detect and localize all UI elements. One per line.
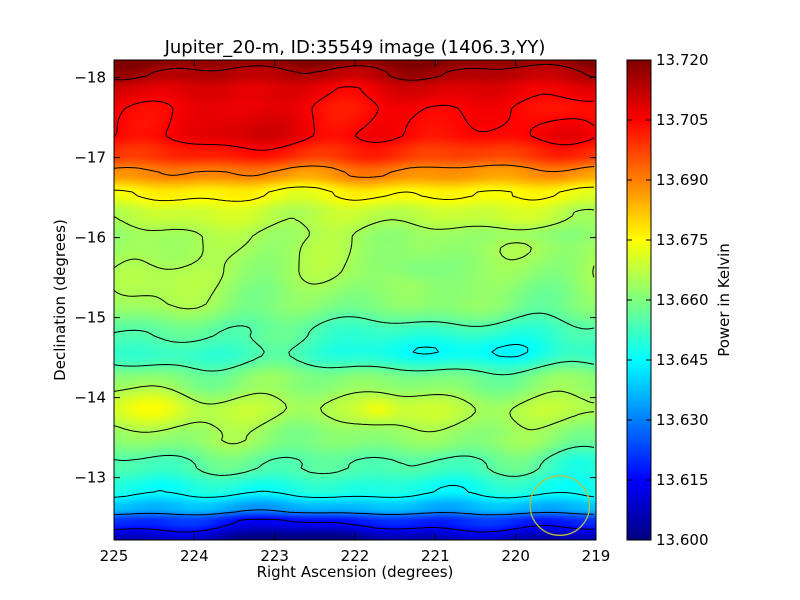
colorbar-tick-label: 13.720 xyxy=(656,51,709,69)
y-tick-label: −18 xyxy=(74,69,106,87)
x-axis-ticks: 225 224 223 222 221 220 219 xyxy=(100,60,611,565)
y-tick-label: −13 xyxy=(74,469,106,487)
x-tick-label: 223 xyxy=(260,547,289,565)
contour-line xyxy=(114,164,595,178)
colorbar-label: Power in Kelvin xyxy=(715,243,733,357)
chart-title: Jupiter_20-m, ID:35549 image (1406.3,YY) xyxy=(164,37,546,58)
y-tick-label: −16 xyxy=(74,229,106,247)
contour-lines xyxy=(114,63,595,533)
contour-line xyxy=(114,186,595,202)
contour-line xyxy=(114,518,594,533)
y-tick-label: −14 xyxy=(74,389,106,407)
colorbar-ticks: 13.600 13.615 13.630 13.645 13.660 13.675 13.6… xyxy=(627,51,709,549)
x-tick-label: 224 xyxy=(180,547,209,565)
y-axis-label: Declination (degrees) xyxy=(51,219,69,381)
colorbar-tick-label: 13.615 xyxy=(656,471,709,489)
contour-line xyxy=(114,86,595,151)
colorbar-tick-label: 13.645 xyxy=(656,351,709,369)
heatmap-image xyxy=(114,60,596,540)
x-tick-label: 220 xyxy=(501,547,530,565)
y-tick-label: −17 xyxy=(74,149,106,167)
contour-line xyxy=(114,509,595,516)
contour-line xyxy=(114,344,595,499)
colorbar-tick-label: 13.600 xyxy=(656,531,709,549)
x-tick-label: 221 xyxy=(421,547,450,565)
contour-line xyxy=(114,208,595,445)
y-tick-label: −15 xyxy=(74,309,106,327)
colorbar-tick-label: 13.675 xyxy=(656,231,709,249)
colorbar-tick-label: 13.690 xyxy=(656,171,709,189)
colorbar-tick-label: 13.705 xyxy=(656,111,709,129)
colorbar: 13.600 13.615 13.630 13.645 13.660 13.675 13.6… xyxy=(626,51,733,549)
x-axis-label: Right Ascension (degrees) xyxy=(257,563,454,581)
beam-circle xyxy=(529,475,591,536)
colorbar-tick-label: 13.660 xyxy=(656,291,709,309)
x-tick-label: 219 xyxy=(582,547,611,565)
x-tick-label: 225 xyxy=(100,547,129,565)
y-axis-ticks: −13 −14 −15 −16 −17 −18 xyxy=(74,69,596,487)
heatmap-plot-area xyxy=(113,59,597,541)
contour-line xyxy=(114,63,595,81)
x-tick-label: 222 xyxy=(341,547,370,565)
contour-line xyxy=(114,312,595,477)
colorbar-tick-label: 13.630 xyxy=(656,411,709,429)
